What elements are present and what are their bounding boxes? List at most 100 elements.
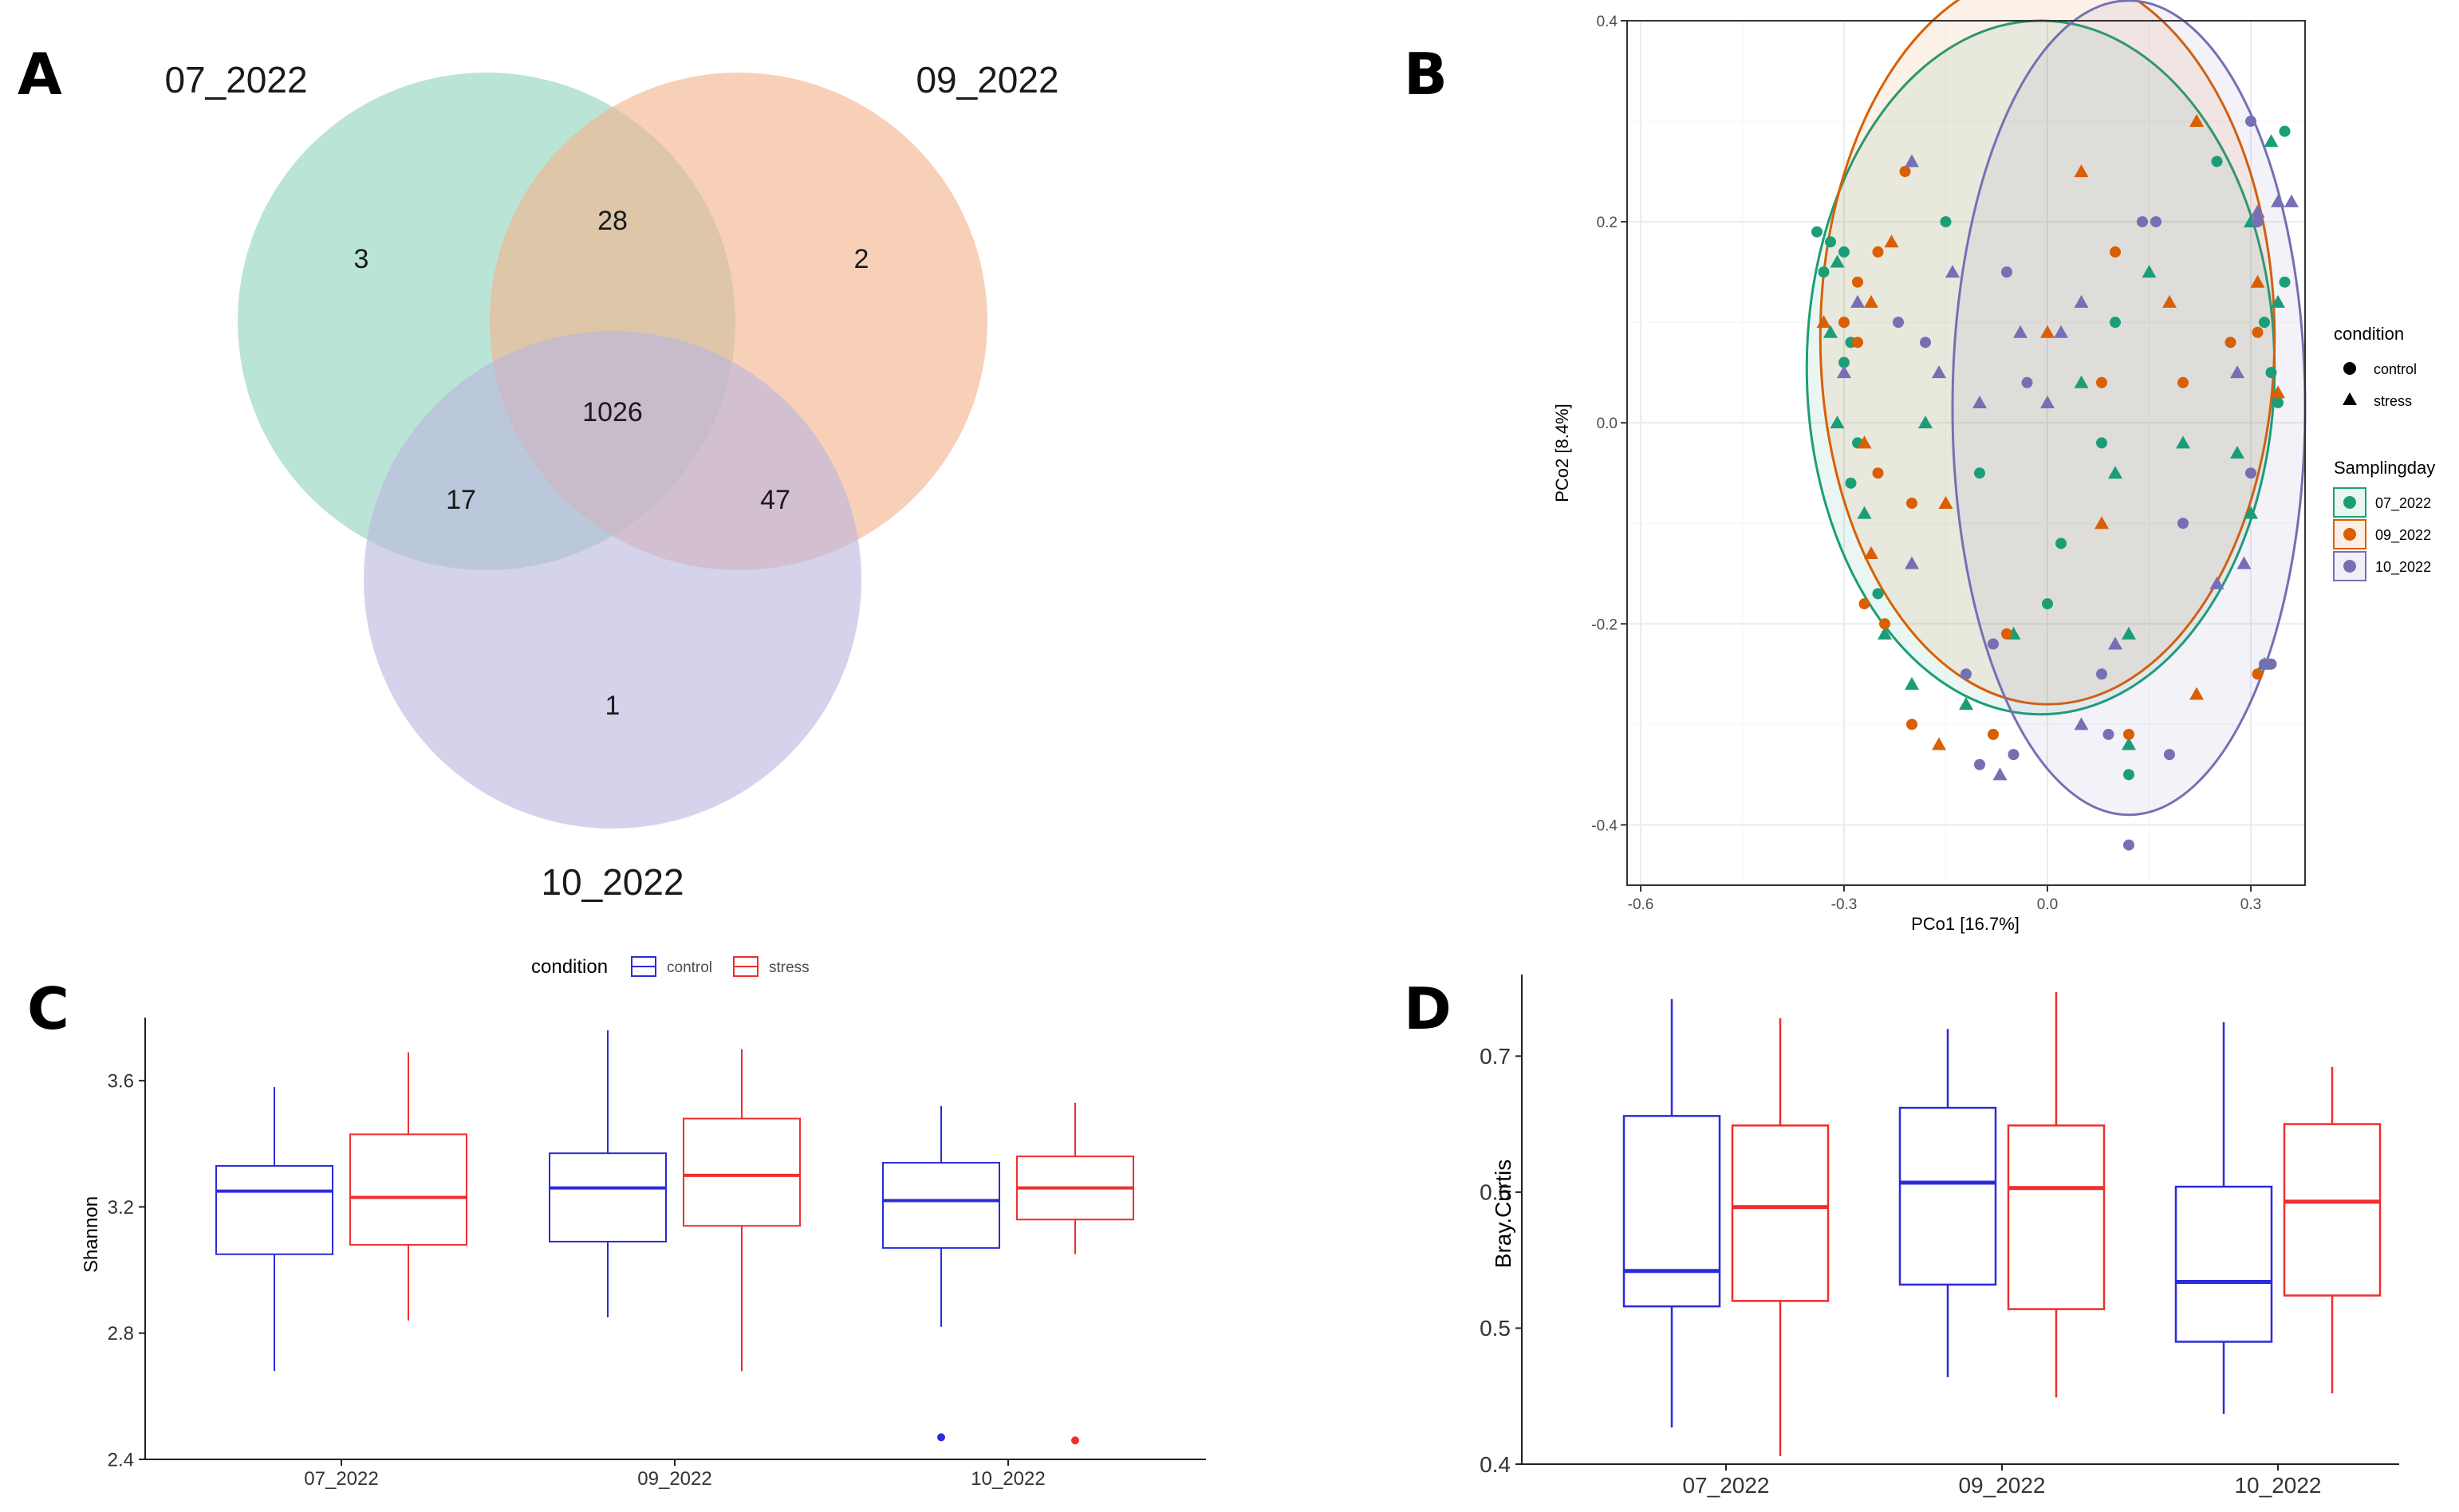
pcoa-point-stress [2271, 294, 2285, 308]
pcoa-point-control [2055, 537, 2067, 549]
braycurtis-ytick-label: 0.7 [1480, 1044, 1511, 1069]
pcoa-point-control [2150, 216, 2161, 228]
pcoa-point-stress [1932, 365, 1946, 379]
pcoa-point-control [1811, 226, 1823, 238]
pcoa-point-stress [1905, 556, 1919, 569]
pcoa-xtick-label: -0.6 [1628, 896, 1654, 913]
pcoa-point-control [2259, 317, 2270, 329]
pcoa-points [1811, 114, 2299, 851]
pcoa-point-stress [1878, 626, 1892, 640]
pcoa-point-stress [2230, 365, 2244, 379]
pcoa-point-control [2279, 125, 2291, 137]
pcoa-point-control [2110, 317, 2121, 329]
pcoa-scatter: B -0.6 -0.3 0.0 0.3 -0.4 -0.2 0.0 0.2 0.… [1404, 0, 2435, 934]
pcoa-panel-border [1626, 20, 2306, 886]
shannon-legend: condition control stress [531, 956, 810, 978]
pcoa-point-stress [1823, 325, 1838, 338]
pcoa-xtick-label: 0.0 [2037, 896, 2058, 913]
braycurtis-ytick-label: 0.5 [1480, 1316, 1511, 1341]
braycurtis-box-stress [2007, 1124, 2106, 1310]
pcoa-ellipses [1805, 0, 2307, 817]
legend-samplingday-dot-07_2022 [2343, 496, 2356, 509]
pcoa-point-control [1872, 588, 1884, 600]
pcoa-point-stress [1972, 395, 1987, 408]
pcoa-point-stress [2040, 395, 2055, 408]
pcoa-point-control [1852, 276, 1863, 288]
pcoa-point-control [2137, 216, 2148, 228]
pcoa-point-control [1940, 216, 1952, 228]
pcoa-point-control [1893, 317, 1904, 329]
panel-label-a: A [18, 41, 62, 108]
pcoa-point-stress [2244, 506, 2258, 519]
pcoa-point-control [1988, 728, 1999, 740]
pcoa-point-stress [2271, 385, 2285, 399]
pcoa-point-control [1825, 236, 1836, 248]
pcoa-point-control [2123, 839, 2134, 851]
pcoa-point-stress [1864, 294, 1878, 308]
legend-control-label: control [2374, 361, 2417, 377]
pcoa-point-stress [2142, 265, 2157, 278]
pcoa-point-control [1899, 166, 1911, 178]
pcoa-ytick-label: 0.0 [1597, 415, 1618, 432]
legend-control-symbol [2343, 362, 2356, 375]
braycurtis-xtick-label: 10_2022 [2234, 1473, 2321, 1498]
pcoa-point-stress [1850, 294, 1865, 308]
pcoa-point-stress [2094, 516, 2109, 530]
braycurtis-ytick-label: 0.6 [1480, 1180, 1511, 1205]
panel-label-c: C [27, 975, 69, 1042]
shannon-ytick-label: 2.8 [108, 1323, 134, 1345]
pcoa-point-control [2177, 518, 2189, 530]
pcoa-point-stress [1918, 415, 1933, 429]
pcoa-point-stress [2122, 737, 2136, 750]
pcoa-point-control [2102, 728, 2114, 740]
pcoa-ytick-label: -0.4 [1591, 817, 1618, 834]
pcoa-point-stress [1938, 496, 1953, 510]
pcoa-point-stress [1932, 737, 1946, 750]
pcoa-point-stress [2013, 325, 2027, 338]
pcoa-legend: condition control stress Samplingday 07_… [2333, 324, 2435, 581]
venn-set-label-09: 09_2022 [916, 59, 1058, 100]
pcoa-point-control [1852, 337, 1863, 348]
pcoa-ytick-label: -0.2 [1591, 616, 1618, 633]
pcoa-gridlines [1627, 20, 2305, 885]
pcoa-point-control [2096, 437, 2107, 449]
legend-condition-title: condition [2334, 324, 2404, 344]
venn-count-only-07: 3 [354, 244, 369, 274]
pcoa-point-control [1872, 246, 1884, 258]
legend-samplingday-09: 09_2022 [2375, 527, 2431, 544]
pcoa-point-control [2265, 658, 2277, 670]
pcoa-point-control [1838, 246, 1850, 258]
legend-stress-symbol [2343, 392, 2357, 405]
pcoa-point-control [2177, 376, 2189, 388]
braycurtis-xtick-label: 07_2022 [1682, 1473, 1769, 1498]
pcoa-point-stress [2230, 446, 2244, 459]
shannon-ylabel: Shannon [81, 1196, 102, 1273]
legend-stress-label: stress [2374, 393, 2412, 409]
shannon-boxplot: C condition control stress 2.4 2.8 3.2 3… [27, 956, 1206, 1490]
shannon-box-stress [349, 1133, 467, 1246]
pcoa-point-control [2245, 116, 2256, 128]
panel-label-d: D [1404, 975, 1452, 1042]
shannon-legend-keys [631, 956, 759, 977]
braycurtis-box-control [2174, 1185, 2273, 1343]
pcoa-point-stress [2074, 164, 2089, 178]
pcoa-xtick-label: -0.3 [1831, 896, 1858, 913]
pcoa-point-stress [2040, 325, 2055, 338]
pcoa-point-stress [2176, 435, 2190, 449]
pcoa-point-control [1818, 266, 1830, 278]
shannon-ytick-label: 3.2 [108, 1197, 134, 1219]
shannon-box-control [549, 1152, 667, 1242]
legend-samplingday-07: 07_2022 [2375, 495, 2431, 512]
pcoa-point-control [1879, 618, 1890, 630]
shannon-box-control [215, 1164, 333, 1255]
pcoa-point-stress [1959, 697, 1973, 711]
shannon-xtick-label: 09_2022 [637, 1468, 711, 1490]
braycurtis-box-control [1898, 1106, 1997, 1286]
pcoa-point-control [2021, 376, 2033, 388]
pcoa-point-control [1974, 758, 1985, 770]
pcoa-point-stress [2271, 194, 2285, 207]
legend-samplingday-dot-10_2022 [2343, 560, 2356, 573]
pcoa-point-stress [1884, 234, 1899, 248]
legend-samplingday-title: Samplingday [2334, 458, 2435, 478]
